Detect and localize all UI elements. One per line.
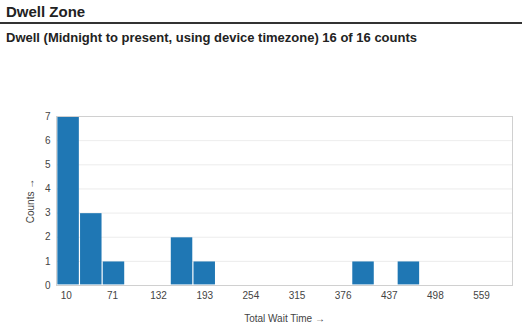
svg-text:315: 315 xyxy=(289,290,306,301)
svg-text:1: 1 xyxy=(45,256,51,267)
svg-text:437: 437 xyxy=(381,290,398,301)
svg-text:132: 132 xyxy=(150,290,167,301)
svg-text:2: 2 xyxy=(45,231,51,242)
svg-text:Counts →: Counts → xyxy=(25,179,36,223)
svg-text:193: 193 xyxy=(196,290,213,301)
svg-text:6: 6 xyxy=(45,135,51,146)
svg-text:3: 3 xyxy=(45,207,51,218)
svg-text:559: 559 xyxy=(473,290,490,301)
svg-text:4: 4 xyxy=(45,183,51,194)
svg-text:10: 10 xyxy=(61,290,73,301)
svg-text:7: 7 xyxy=(45,111,51,122)
svg-text:254: 254 xyxy=(243,290,260,301)
svg-text:Total Wait Time →: Total Wait Time → xyxy=(244,313,325,324)
svg-text:71: 71 xyxy=(107,290,119,301)
svg-text:0: 0 xyxy=(45,280,51,291)
svg-text:376: 376 xyxy=(335,290,352,301)
svg-text:498: 498 xyxy=(427,290,444,301)
svg-text:5: 5 xyxy=(45,159,51,170)
html-text:Dwell Zone: Dwell Zone xyxy=(6,3,86,20)
html-text:Dwell (Midnight to present, us: Dwell (Midnight to present, using device… xyxy=(6,30,417,45)
